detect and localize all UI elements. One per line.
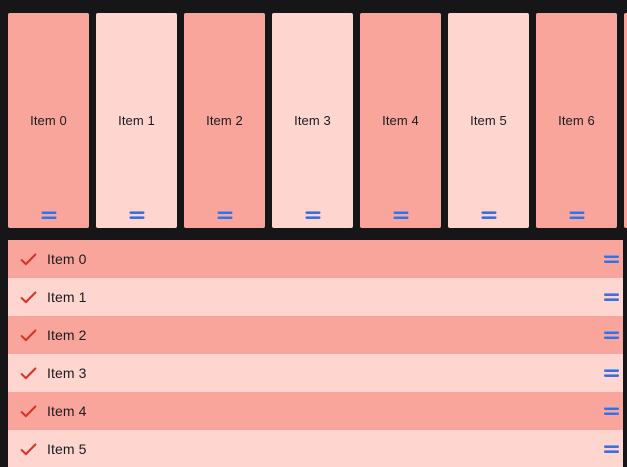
- drag-handle-bar: [604, 331, 619, 334]
- drag-handle-bar: [604, 255, 619, 258]
- draggable-card[interactable]: Item 6: [536, 13, 617, 228]
- drag-handle-icon[interactable]: [604, 445, 619, 453]
- drag-handle-bar: [481, 216, 496, 219]
- drag-handle-bar: [305, 211, 320, 214]
- drag-handle-bar: [569, 216, 584, 219]
- drag-handle-icon[interactable]: [41, 211, 56, 219]
- drag-handle-bar: [604, 260, 619, 263]
- draggable-card[interactable]: Item 5: [448, 13, 529, 228]
- check-icon: [20, 366, 37, 379]
- drag-handle-bar: [393, 216, 408, 219]
- drag-handle-bar: [217, 216, 232, 219]
- drag-handle-icon[interactable]: [604, 293, 619, 301]
- drag-handle-icon[interactable]: [217, 211, 232, 219]
- drag-handle-bar: [129, 211, 144, 214]
- drag-handle-icon[interactable]: [305, 211, 320, 219]
- draggable-card[interactable]: Item 4: [360, 13, 441, 228]
- card-label: Item 5: [470, 113, 507, 128]
- drag-handle-bar: [604, 369, 619, 372]
- card-label: Item 1: [118, 113, 155, 128]
- drag-handle-bar: [217, 211, 232, 214]
- drag-handle-bar: [604, 450, 619, 453]
- drag-handle-icon[interactable]: [129, 211, 144, 219]
- list-item[interactable]: Item 0: [8, 240, 623, 278]
- drag-handle-bar: [481, 211, 496, 214]
- check-icon: [20, 404, 37, 417]
- drag-handle-bar: [305, 216, 320, 219]
- sortable-list: Item 0 Item 1: [8, 240, 623, 467]
- list-item[interactable]: Item 3: [8, 354, 623, 392]
- list-item[interactable]: Item 1: [8, 278, 623, 316]
- list-item[interactable]: Item 4: [8, 392, 623, 430]
- list-item-label: Item 3: [47, 365, 87, 381]
- drag-handle-icon[interactable]: [604, 407, 619, 415]
- check-icon: [20, 290, 37, 303]
- drag-handle-bar: [569, 211, 584, 214]
- card-label: Item 3: [294, 113, 331, 128]
- drag-handle-bar: [41, 216, 56, 219]
- drag-handle-bar: [604, 336, 619, 339]
- list-item-label: Item 2: [47, 327, 87, 343]
- drag-handle-bar: [129, 216, 144, 219]
- drag-handle-icon[interactable]: [604, 255, 619, 263]
- draggable-card[interactable]: Item 3: [272, 13, 353, 228]
- draggable-card[interactable]: Item 1: [96, 13, 177, 228]
- check-icon: [20, 252, 37, 265]
- check-icon: [20, 328, 37, 341]
- drag-handle-bar: [604, 374, 619, 377]
- list-item-label: Item 1: [47, 289, 87, 305]
- draggable-card[interactable]: Item 0: [8, 13, 89, 228]
- list-item[interactable]: Item 5: [8, 430, 623, 467]
- drag-handle-bar: [604, 407, 619, 410]
- drag-handle-bar: [41, 211, 56, 214]
- drag-handle-icon[interactable]: [604, 331, 619, 339]
- draggable-card[interactable]: [624, 13, 627, 228]
- card-label: Item 2: [206, 113, 243, 128]
- list-item-label: Item 0: [47, 251, 87, 267]
- drag-handle-icon[interactable]: [393, 211, 408, 219]
- card-label: Item 4: [382, 113, 419, 128]
- check-icon: [20, 442, 37, 455]
- list-item[interactable]: Item 2: [8, 316, 623, 354]
- drag-handle-bar: [604, 412, 619, 415]
- drag-handle-bar: [604, 445, 619, 448]
- card-label: Item 0: [30, 113, 67, 128]
- card-label: Item 6: [558, 113, 595, 128]
- list-item-label: Item 4: [47, 403, 87, 419]
- list-item-label: Item 5: [47, 441, 87, 457]
- card-board: Item 0 Item 1 Item 2: [8, 13, 627, 228]
- drag-handle-bar: [393, 211, 408, 214]
- drag-handle-bar: [604, 298, 619, 301]
- drag-handle-icon[interactable]: [569, 211, 584, 219]
- drag-handle-icon[interactable]: [604, 369, 619, 377]
- drag-handle-bar: [604, 293, 619, 296]
- draggable-card[interactable]: Item 2: [184, 13, 265, 228]
- drag-handle-icon[interactable]: [481, 211, 496, 219]
